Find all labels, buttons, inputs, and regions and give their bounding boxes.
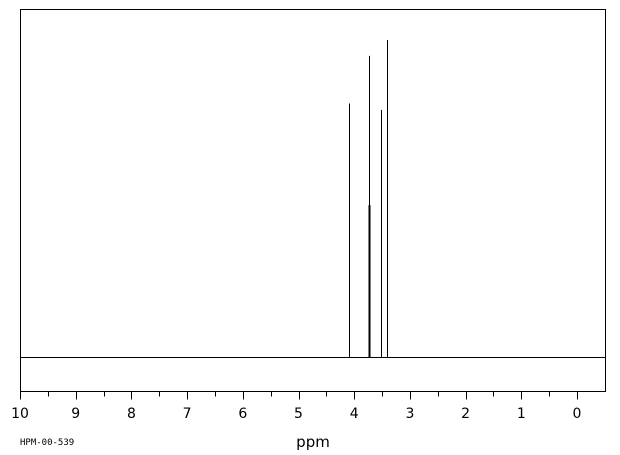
tick-label-10: 10	[11, 406, 29, 422]
tick-label-6: 6	[238, 406, 247, 422]
tick-label-3: 3	[405, 406, 414, 422]
tick-label-1: 1	[517, 406, 526, 422]
tick-label-8: 8	[127, 406, 136, 422]
tick-label-7: 7	[183, 406, 192, 422]
tick-label-9: 9	[71, 406, 80, 422]
spectrum-id: HPM-00-539	[20, 438, 74, 448]
tick-label-4: 4	[350, 406, 359, 422]
x-axis-ticks	[20, 391, 578, 400]
tick-label-0: 0	[573, 406, 582, 422]
x-axis-label: ppm	[296, 433, 330, 451]
plot-frame	[20, 9, 606, 392]
tick-label-5: 5	[294, 406, 303, 422]
x-axis-tick-labels: 10 9 8 7 6 5 4 3 2 1 0	[11, 406, 581, 422]
spectrum-peaks	[349, 40, 388, 358]
tick-label-2: 2	[461, 406, 470, 422]
